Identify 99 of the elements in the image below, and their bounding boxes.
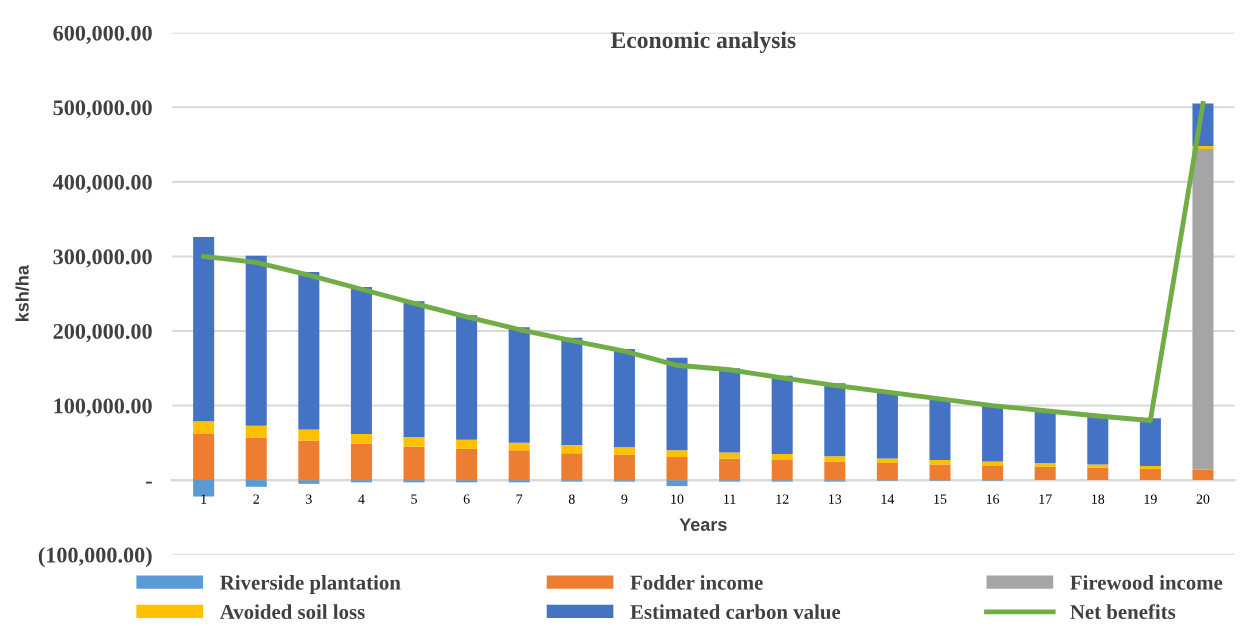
bar [1139,418,1161,466]
legend-label: Firewood income [1070,575,1223,590]
x-tick-label: 7 [516,494,523,504]
x-tick-label: 8 [568,494,575,504]
bar [719,458,741,481]
bar [298,440,320,481]
x-tick-label: 1 [201,494,207,504]
legend-label: Net benefits [1070,604,1176,620]
bar [982,465,1004,481]
x-tick-label: 9 [621,494,628,504]
bar [298,429,320,441]
bar [666,480,688,487]
line-series [201,101,1206,423]
bar [508,450,530,481]
x-tick-label: 10 [671,494,684,504]
x-tick-label: 3 [306,494,312,504]
bar [193,237,215,422]
bar [982,461,1004,466]
bar [193,421,215,434]
bar [350,433,372,444]
bar [876,462,898,481]
bar [1192,149,1214,470]
bar [824,383,846,457]
bar [561,445,583,454]
legend-label: Fodder income [630,575,763,590]
y-tick-label: - [146,481,152,484]
bar [403,301,425,437]
bar [298,480,320,484]
x-tick-label: 6 [463,494,470,504]
bar [1139,465,1161,469]
bar [561,453,583,481]
x-tick-label: 12 [776,494,789,504]
bar [298,272,320,430]
legend-label: Riverside plantation [220,575,401,594]
legend-label: Estimated carbon value [630,604,841,620]
bar [824,461,846,481]
bar [771,454,793,460]
y-tick-label: 300,000.00 [53,249,152,268]
bar [1034,466,1056,481]
y-tick-label: 600,000.00 [53,25,152,44]
x-axis-title: Years [679,518,727,531]
bar [876,391,898,459]
x-tick-label: 4 [358,494,365,504]
x-tick-label: 16 [986,494,1000,504]
bar [245,480,267,487]
y-axis-title: ksh/ha [15,265,29,322]
bar [1192,469,1214,481]
x-tick-label: 11 [724,494,736,504]
y-tick-label: 100,000.00 [54,398,152,417]
bar [719,452,741,459]
bar [1087,464,1109,468]
bar [771,375,793,455]
bar [1087,415,1109,465]
bar [1139,468,1161,481]
bar [245,437,267,481]
y-tick-label: 200,000.00 [53,323,152,343]
bar [350,287,372,434]
bar [613,454,635,481]
bar [245,425,267,438]
bar [666,450,688,458]
bar [666,457,688,481]
x-tick-label: 19 [1144,494,1157,504]
bar [456,439,478,449]
x-tick-label: 17 [1039,494,1052,504]
x-tick-label: 14 [881,494,895,504]
bar [824,456,846,462]
x-tick-label: 15 [934,494,947,504]
bar [771,459,793,481]
x-tick-label: 13 [829,494,842,504]
bar [403,436,425,447]
bar [456,448,478,481]
y-tick-label: 400,000.00 [52,174,152,194]
x-tick-label: 5 [411,494,417,504]
bar [929,459,951,465]
bar [350,443,372,481]
bar [508,327,530,443]
bar [1087,467,1109,481]
bar [666,357,688,451]
x-tick-label: 2 [253,494,259,504]
x-tick-label: 18 [1092,494,1105,504]
bar [561,337,583,446]
x-tick-label: 20 [1196,494,1210,504]
bar [245,255,267,426]
y-tick-label: (100,000.00) [38,546,152,568]
legend-label: Avoided soil loss [219,604,365,620]
bar [982,404,1004,462]
bar [1034,410,1056,463]
bar [613,348,635,448]
bar [1034,462,1056,467]
bar [403,446,425,481]
bar [929,464,951,481]
bar [456,315,478,440]
bar [719,368,741,453]
bar [193,433,215,481]
chart-title: Economic analysis [610,31,796,53]
bar [613,447,635,455]
y-tick-label: 500,000.00 [53,100,152,119]
bar [929,398,951,460]
bar [508,442,530,451]
